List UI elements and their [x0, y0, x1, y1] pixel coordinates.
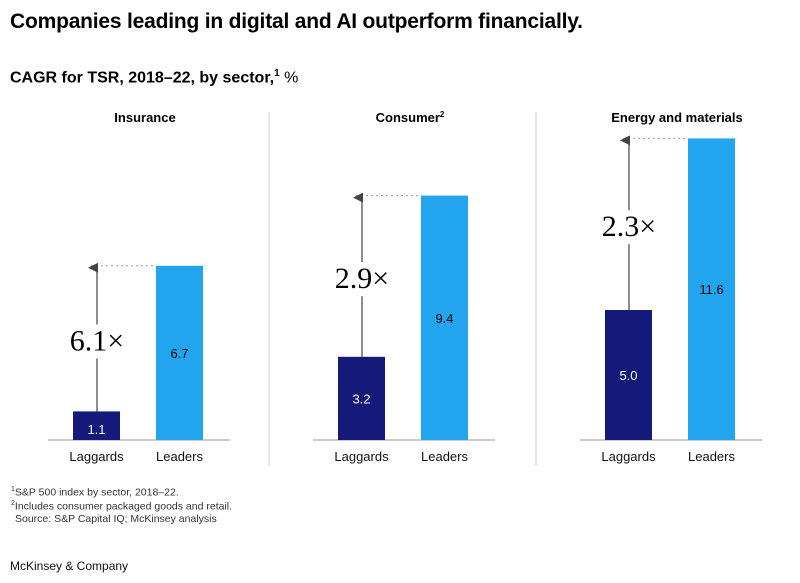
panel-title-text: Consumer: [376, 110, 440, 125]
category-label-leaders: Leaders: [421, 449, 468, 464]
value-label-laggards: 1.1: [87, 422, 105, 437]
multiplier-backdrop: [67, 324, 127, 359]
source-text: Source: S&P Capital IQ; McKinsey analysi…: [15, 513, 217, 525]
chart-subtitle: CAGR for TSR, 2018–22, by sector,1 %: [10, 68, 298, 87]
bar-laggards: [73, 411, 120, 440]
category-label-laggards: Laggards: [601, 449, 656, 464]
value-label-leaders: 9.4: [435, 311, 453, 326]
multiplier-backdrop: [332, 262, 392, 297]
bar-leaders: [156, 265, 203, 440]
chart-area: Insurance 6.1× 1.1 6.7 Laggards Leaders Consum…: [48, 110, 762, 466]
panel-title-text: Energy and materials: [611, 110, 743, 125]
bar-laggards: [605, 310, 652, 440]
panel-title-energy-and-materials: Energy and materials: [611, 110, 743, 125]
bar-leaders: [421, 195, 468, 440]
value-label-leaders: 11.6: [699, 282, 723, 297]
source-note: Source: S&P Capital IQ; McKinsey analysi…: [15, 513, 217, 525]
value-label-laggards: 3.2: [352, 391, 370, 406]
panel-title-consumer: Consumer2: [376, 110, 445, 125]
subtitle-text: CAGR for TSR, 2018–22, by sector,: [10, 69, 275, 87]
bar-leaders: [688, 138, 735, 440]
subtitle-unit: %: [284, 69, 299, 87]
brand-label: McKinsey & Company: [10, 559, 129, 573]
multiplier-label: 6.1×: [70, 325, 124, 358]
panel-title-insurance: Insurance: [114, 110, 175, 125]
category-label-leaders: Leaders: [156, 449, 203, 464]
bar-laggards: [338, 356, 385, 440]
subtitle-footnote-mark: 1: [274, 68, 280, 79]
panel-title-footnote-mark: 2: [440, 110, 445, 119]
footnote-2-text: Includes consumer packaged goods and ret…: [14, 500, 233, 513]
category-label-laggards: Laggards: [334, 449, 389, 464]
multiplier-label: 2.3×: [602, 210, 656, 243]
category-label-leaders: Leaders: [688, 449, 735, 464]
chart-title: Companies leading in digital and AI outp…: [10, 10, 583, 33]
multiplier-backdrop: [599, 210, 659, 245]
footnote-2: 2Includes consumer packaged goods and re…: [11, 500, 232, 513]
footnote-1-mark: 1: [11, 486, 15, 493]
footnote-1-text: S&P 500 index by sector, 2018–22.: [14, 486, 179, 499]
value-label-leaders: 6.7: [170, 346, 188, 361]
panel-title-text: Insurance: [114, 110, 175, 125]
value-label-laggards: 5.0: [619, 368, 637, 383]
category-label-laggards: Laggards: [69, 449, 124, 464]
multiplier-label: 2.9×: [335, 262, 389, 295]
footnote-1: 1S&P 500 index by sector, 2018–22.: [11, 486, 179, 499]
footnote-2-mark: 2: [11, 500, 15, 507]
